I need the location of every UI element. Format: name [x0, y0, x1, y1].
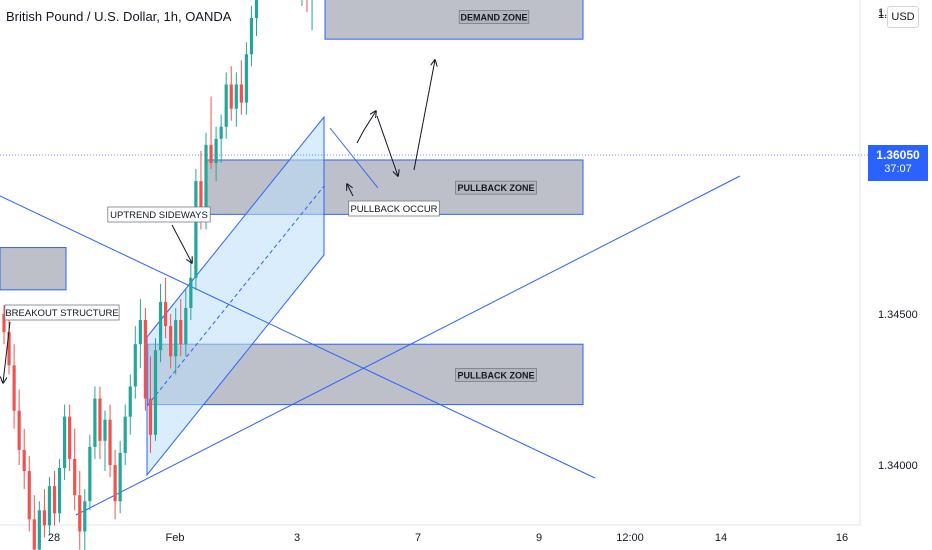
- candle-body: [63, 416, 67, 469]
- candle-body: [42, 510, 46, 526]
- bar-countdown: 37:07: [884, 163, 912, 175]
- candle-body: [189, 277, 193, 308]
- candle-body: [239, 84, 243, 103]
- candle-body: [47, 486, 52, 526]
- zone-label: DEMAND ZONE: [461, 13, 528, 23]
- x-tick-label: 7: [415, 532, 421, 544]
- candle-body: [98, 398, 102, 441]
- uptrend-arrow: [171, 224, 192, 263]
- projection-arrow-down: [376, 115, 398, 176]
- breakout-structure-label-box: [4, 304, 120, 321]
- candle-body: [143, 320, 147, 399]
- candle-body: [224, 84, 228, 127]
- candle-body: [179, 320, 183, 345]
- x-tick-label: 14: [715, 532, 727, 544]
- zone-box: [0, 247, 67, 291]
- currency-button[interactable]: USD: [887, 6, 919, 28]
- candle-body: [214, 138, 218, 163]
- candle-body: [229, 84, 233, 109]
- x-tick-label: 28: [48, 532, 60, 544]
- x-tick-label: 3: [294, 532, 300, 544]
- candle-body: [123, 416, 127, 453]
- candle-body: [52, 486, 57, 514]
- current-price-value: 1.36050: [876, 148, 920, 162]
- candle-body: [244, 54, 248, 103]
- candle-body: [128, 386, 132, 417]
- candle-body: [12, 365, 16, 411]
- zone-label-box: [455, 367, 537, 382]
- pullback-arrow: [347, 184, 354, 197]
- candle-body: [22, 449, 26, 472]
- zone-label: PULLBACK ZONE: [458, 183, 535, 193]
- candle-body: [88, 446, 92, 502]
- breakout-arrow: [3, 321, 11, 383]
- candle-body: [78, 495, 82, 532]
- candle-body: [108, 419, 112, 465]
- candle-body: [234, 84, 238, 109]
- candle-body: [113, 465, 117, 502]
- x-tick-label: 16: [836, 532, 848, 544]
- breakout-structure-label: BREAKOUT STRUCTURE: [5, 308, 118, 319]
- pullback-line: [329, 127, 379, 189]
- candle-body: [249, 18, 254, 55]
- zone-label-box: [455, 180, 537, 195]
- candle-body: [174, 320, 178, 357]
- candle-body: [37, 510, 41, 550]
- uptrend-sideways-label-box: [107, 206, 211, 223]
- candle-body: [184, 307, 188, 345]
- x-tick-label: Feb: [166, 532, 185, 544]
- candle-body: [118, 452, 122, 502]
- candle-body: [219, 126, 223, 139]
- candle-body: [209, 144, 213, 163]
- chart-title: British Pound / U.S. Dollar, 1h, OANDA: [6, 9, 232, 24]
- x-tick-label: 12:00: [616, 532, 644, 544]
- current-price-tag: 1.36050 37:07: [868, 145, 928, 181]
- uptrend-sideways-label: UPTREND SIDEWAYS: [110, 210, 208, 221]
- projection-arrow-target: [413, 60, 435, 171]
- pullback-occur-label: PULLBACK OCCUR: [350, 204, 437, 215]
- candle-body: [169, 326, 173, 357]
- candle-body: [83, 501, 87, 532]
- candle-body: [148, 398, 153, 435]
- channel-midline: [146, 185, 325, 407]
- candle-body: [93, 398, 97, 447]
- zone-box: [324, 0, 584, 40]
- candle-body: [32, 519, 36, 550]
- pullback-occur-label-box: [348, 200, 440, 217]
- candle-body: [254, 0, 259, 19]
- candle-body: [153, 350, 158, 435]
- candle-body: [138, 320, 142, 345]
- candle-body: [73, 458, 77, 496]
- projection-arrow-up: [356, 111, 376, 144]
- y-tick-label: 1.34000: [878, 460, 918, 472]
- candle-body: [133, 344, 137, 387]
- candle-body: [57, 468, 62, 514]
- candle-body: [164, 301, 168, 327]
- candle-body: [27, 471, 31, 520]
- candle-body: [103, 419, 107, 441]
- candle-body: [68, 416, 72, 459]
- zone-label-box: [458, 10, 530, 24]
- candle-body: [204, 144, 208, 218]
- candle-body: [17, 410, 21, 450]
- candle-body: [194, 181, 198, 278]
- candle-body: [2, 314, 6, 333]
- x-tick-label: 9: [536, 532, 542, 544]
- candle-body: [7, 332, 11, 366]
- y-tick-label: 1.34500: [878, 309, 918, 321]
- downtrend-line: [0, 195, 596, 479]
- candle-body: [199, 181, 203, 218]
- zone-label: PULLBACK ZONE: [458, 370, 535, 380]
- candle-body: [158, 301, 163, 351]
- uptrend-line: [75, 175, 741, 516]
